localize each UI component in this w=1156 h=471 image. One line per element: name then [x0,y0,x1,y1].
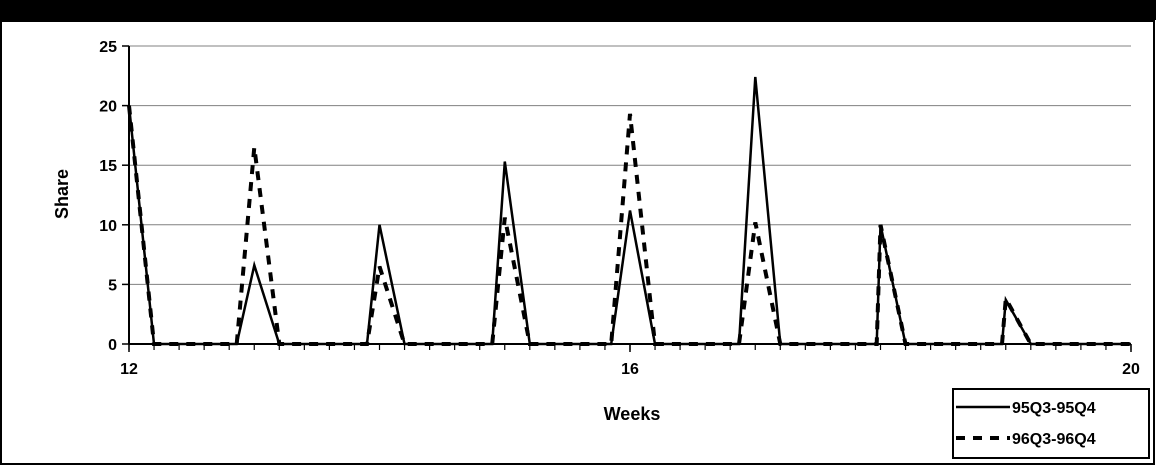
legend: 95Q3-95Q4 96Q3-96Q4 [952,388,1150,459]
x-tick-label-20: 20 [1122,361,1140,378]
y-tick-label-0: 0 [108,337,117,354]
y-tick-label-20: 20 [99,99,117,116]
y-tick-label-25: 25 [99,39,117,56]
x-tick-label-12: 12 [120,361,138,378]
legend-label-95q3: 95Q3-95Q4 [1012,400,1096,417]
x-tick-label-16: 16 [621,361,639,378]
series-layer [127,76,1131,346]
y-axis-label: Share [52,169,72,219]
y-tick-label-10: 10 [99,218,117,235]
y-tick-label-15: 15 [99,158,117,175]
legend-box [952,388,1150,459]
y-tick-label-5: 5 [108,277,117,294]
chart-border [0,20,1155,465]
x-axis-label: Weeks [604,404,661,424]
grid-layer [129,45,1131,285]
series-line-96q3-96q4 [127,105,1131,346]
top-black-band [0,0,1156,20]
axis-layer: 0 5 10 15 20 25 12 16 20 [99,39,1140,378]
legend-label-96q3: 96Q3-96Q4 [1012,431,1096,448]
